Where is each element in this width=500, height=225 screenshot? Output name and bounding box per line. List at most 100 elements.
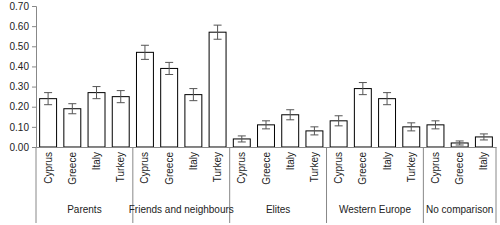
error-bar [431, 121, 439, 129]
x-tick-label: Cyprus [43, 152, 54, 184]
error-bar-line [431, 120, 439, 121]
error-bar-line [359, 94, 367, 95]
x-tick-label: Cyprus [236, 152, 247, 184]
x-tick-label: Italy [382, 152, 393, 170]
y-tick-label: 0.60 [10, 21, 30, 32]
y-tick-mark [32, 127, 36, 128]
y-tick-mark [32, 26, 36, 27]
bar [40, 99, 57, 147]
error-bar-line [456, 144, 464, 145]
y-tick-mark [32, 46, 36, 47]
error-bar-line [93, 98, 101, 99]
error-bar [44, 93, 52, 105]
error-bar-line [117, 102, 125, 103]
error-bar-line [214, 25, 222, 26]
x-tick-label: Turkey [406, 152, 417, 182]
y-tick: 0.10 [10, 122, 36, 133]
error-bar-line [238, 135, 246, 136]
error-bar-line [117, 90, 125, 91]
error-bar-line [189, 88, 197, 89]
bar [185, 95, 202, 147]
y-tick-mark [32, 6, 36, 7]
x-axis [37, 147, 497, 148]
error-bar-line [262, 128, 270, 129]
y-tick-label: 0.20 [10, 101, 30, 112]
error-bar-line [310, 134, 318, 135]
error-bar-line [456, 140, 464, 141]
error-bar-line [387, 93, 388, 105]
y-tick-label: 0.40 [10, 61, 30, 72]
x-tick-label: Italy [478, 152, 489, 170]
error-bar [214, 25, 222, 39]
x-labels: Cyprus Greece Italy Turkey Cyprus Greece Italy… [43, 152, 490, 185]
x-axis-line [37, 147, 497, 148]
y-tick-label: 0.00 [10, 142, 30, 153]
y-tick: 0.70 [10, 1, 36, 12]
error-bar-line [459, 141, 460, 145]
error-bar-line [335, 115, 343, 116]
error-bar [262, 121, 270, 129]
bar [136, 52, 153, 147]
error-bar-line [359, 82, 367, 83]
x-tick-label: Turkey [309, 152, 320, 182]
error-bar [117, 91, 125, 103]
bar [354, 89, 371, 147]
bar [379, 99, 396, 147]
group-separators [36, 147, 496, 223]
group-separator [496, 147, 497, 223]
x-tick-label: Greece [357, 152, 368, 185]
y-tick-mark [32, 87, 36, 88]
error-bar-line [480, 139, 488, 140]
y-tick-label: 0.50 [10, 41, 30, 52]
bars [40, 25, 493, 147]
error-bar-line [383, 104, 391, 105]
error-bar [383, 93, 391, 105]
error-bar [141, 45, 149, 59]
error-bar-line [431, 128, 439, 129]
error-bar [165, 62, 173, 74]
error-bar [407, 123, 415, 131]
error-bar-line [120, 91, 121, 103]
x-tick-label: Italy [188, 152, 199, 170]
y-tick: 0.60 [10, 21, 36, 32]
error-bar-line [407, 130, 415, 131]
error-bar-line [338, 116, 339, 126]
x-tick-label: Cyprus [139, 152, 150, 184]
error-bar-line [362, 83, 363, 95]
y-tick: 0.00 [10, 142, 36, 153]
x-tick-label: Cyprus [430, 152, 441, 184]
x-tick-label: Cyprus [333, 152, 344, 184]
error-bar-line [286, 119, 294, 120]
error-bar-line [262, 120, 270, 121]
group-label: Friends and neighbours [129, 204, 234, 215]
error-bar-line [407, 122, 415, 123]
x-tick-label: Italy [285, 152, 296, 170]
error-bar-line [411, 123, 412, 131]
y-tick-mark [32, 107, 36, 108]
error-bar-line [72, 104, 73, 114]
y-tick-mark [32, 66, 36, 67]
error-bar-line [238, 141, 246, 142]
error-bar-line [435, 121, 436, 129]
error-bar-line [48, 93, 49, 105]
error-bar-line [141, 45, 149, 46]
x-tick-label: Greece [67, 152, 78, 185]
error-bar-line [383, 92, 391, 93]
error-bar [456, 141, 464, 145]
error-bar-line [241, 136, 242, 142]
y-tick: 0.30 [10, 81, 36, 92]
x-tick-label: Italy [91, 152, 102, 170]
error-bar-line [193, 89, 194, 101]
error-bar-line [480, 133, 488, 134]
y-tick: 0.50 [10, 41, 36, 52]
chart: 0.00 0.10 0.20 0.30 0.40 0.50 0.60 0.70 Cyprus Gr… [0, 0, 500, 225]
y-tick: 0.40 [10, 61, 36, 72]
bar [112, 97, 129, 147]
error-bar [93, 87, 101, 99]
error-bar-line [290, 110, 291, 120]
error-bar-line [44, 104, 52, 105]
x-tick-label: Greece [164, 152, 175, 185]
error-bar [68, 104, 76, 114]
error-bar [286, 110, 294, 120]
error-bar [335, 116, 343, 126]
